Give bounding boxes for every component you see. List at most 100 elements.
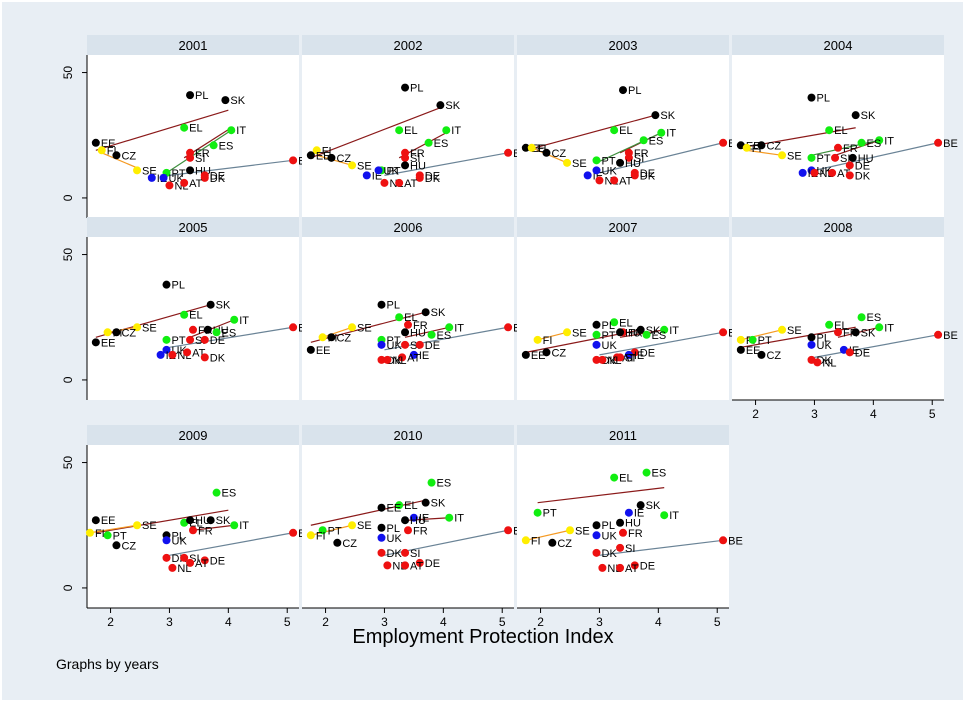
fit-line — [107, 326, 138, 333]
data-point-EL — [610, 318, 619, 327]
data-point-AT — [395, 178, 404, 187]
data-point-FI — [97, 146, 106, 155]
data-point-EL — [825, 126, 834, 135]
data-point-SI — [180, 553, 189, 562]
data-point-DE — [845, 348, 854, 357]
panel-title: 2008 — [824, 220, 853, 235]
data-point-EE — [91, 516, 100, 525]
point-label-SE: SE — [572, 327, 587, 339]
data-point-SK — [206, 516, 215, 525]
point-label-HU: HU — [410, 515, 426, 527]
panel-title: 2009 — [179, 428, 208, 443]
data-point-PL — [807, 333, 816, 342]
panel-2002: 2002PLSKELITESFIEECZBEFRSISEHUPTIEUKDEDK… — [302, 35, 528, 218]
point-label-DK: DK — [210, 352, 226, 364]
point-label-EE: EE — [316, 150, 331, 162]
panel-title: 2010 — [394, 428, 423, 443]
fit-line — [811, 139, 880, 156]
data-point-BE — [719, 138, 728, 147]
data-point-IE — [362, 171, 371, 180]
panel-2004: 2004PLSKELITESBEEECZFIFRSEPTSIHUDEUKIENL… — [732, 35, 958, 218]
point-label-SK: SK — [230, 95, 245, 107]
data-point-IE — [147, 173, 156, 182]
point-label-CZ: CZ — [121, 150, 136, 162]
data-point-UK — [374, 166, 383, 175]
panel-strip — [87, 425, 299, 445]
data-point-SI — [616, 543, 625, 552]
data-point-NL — [168, 350, 177, 359]
data-point-SK — [206, 300, 215, 309]
data-point-IE — [624, 508, 633, 517]
data-point-PT — [318, 526, 327, 535]
data-point-SE — [133, 521, 142, 530]
data-point-SE — [133, 166, 142, 175]
point-label-DE: DE — [210, 555, 225, 567]
data-point-BE — [934, 138, 943, 147]
fit-line — [599, 539, 724, 556]
data-point-SI — [401, 340, 410, 349]
point-label-SK: SK — [660, 110, 675, 122]
data-point-BE — [289, 528, 298, 537]
x-tick-label: 4 — [225, 615, 232, 629]
point-label-CZ: CZ — [551, 347, 566, 359]
fit-line — [384, 152, 509, 176]
data-point-HU — [848, 153, 857, 162]
panel-2005: 2005050PLSKELITBESEFICZFRHUESPTSIDEEEUKI… — [61, 217, 313, 400]
point-label-IT: IT — [669, 510, 679, 522]
data-point-EE — [377, 503, 386, 512]
point-label-DK: DK — [640, 170, 656, 182]
point-label-SI: SI — [195, 335, 205, 347]
point-label-PT: PT — [758, 335, 772, 347]
data-point-DE — [630, 561, 639, 570]
point-label-FI: FI — [531, 535, 541, 547]
data-point-BE — [719, 536, 728, 545]
data-point-IE — [583, 171, 592, 180]
point-label-SI: SI — [410, 153, 420, 165]
data-point-DE — [845, 161, 854, 170]
data-point-UK — [377, 340, 386, 349]
point-label-CZ: CZ — [336, 332, 351, 344]
point-label-PL: PL — [172, 280, 185, 292]
point-label-PT: PT — [602, 330, 616, 342]
data-point-PL — [377, 523, 386, 532]
point-label-PT: PT — [172, 168, 186, 180]
point-label-PL: PL — [602, 320, 615, 332]
panel-strip — [517, 217, 729, 237]
data-point-IT — [660, 511, 669, 520]
fit-line — [189, 319, 235, 338]
point-label-BE: BE — [943, 330, 958, 342]
point-label-HU: HU — [410, 327, 426, 339]
data-point-HU — [401, 328, 410, 337]
point-label-SK: SK — [216, 300, 231, 312]
point-label-HU: HU — [858, 153, 874, 165]
data-point-NL — [165, 181, 174, 190]
point-label-SI: SI — [634, 153, 644, 165]
data-point-SK — [636, 325, 645, 334]
fit-line — [101, 152, 138, 169]
panel-title: 2001 — [179, 38, 208, 53]
point-label-CZ: CZ — [336, 153, 351, 165]
panel-title: 2005 — [179, 220, 208, 235]
point-label-AT: AT — [195, 558, 209, 570]
point-label-DE: DE — [640, 347, 655, 359]
data-point-IT — [875, 323, 884, 332]
point-label-CZ: CZ — [551, 148, 566, 160]
point-label-ES: ES — [222, 488, 237, 500]
point-label-HU: HU — [625, 158, 641, 170]
point-label-FR: FR — [198, 525, 213, 537]
point-label-SK: SK — [861, 110, 876, 122]
fit-line — [814, 142, 939, 171]
panel-plot-area — [517, 237, 729, 400]
data-point-ES — [857, 313, 866, 322]
x-tick-label: 2 — [107, 615, 114, 629]
x-tick-label: 2 — [752, 407, 759, 421]
data-point-SE — [133, 323, 142, 332]
data-point-FR — [834, 143, 842, 152]
data-point-CZ — [327, 153, 336, 162]
point-label-FR: FR — [843, 327, 858, 339]
data-point-AT — [616, 563, 625, 572]
point-label-SE: SE — [357, 160, 372, 172]
data-point-SI — [401, 153, 410, 162]
data-point-ES — [212, 328, 221, 337]
panel-strip — [302, 35, 514, 55]
